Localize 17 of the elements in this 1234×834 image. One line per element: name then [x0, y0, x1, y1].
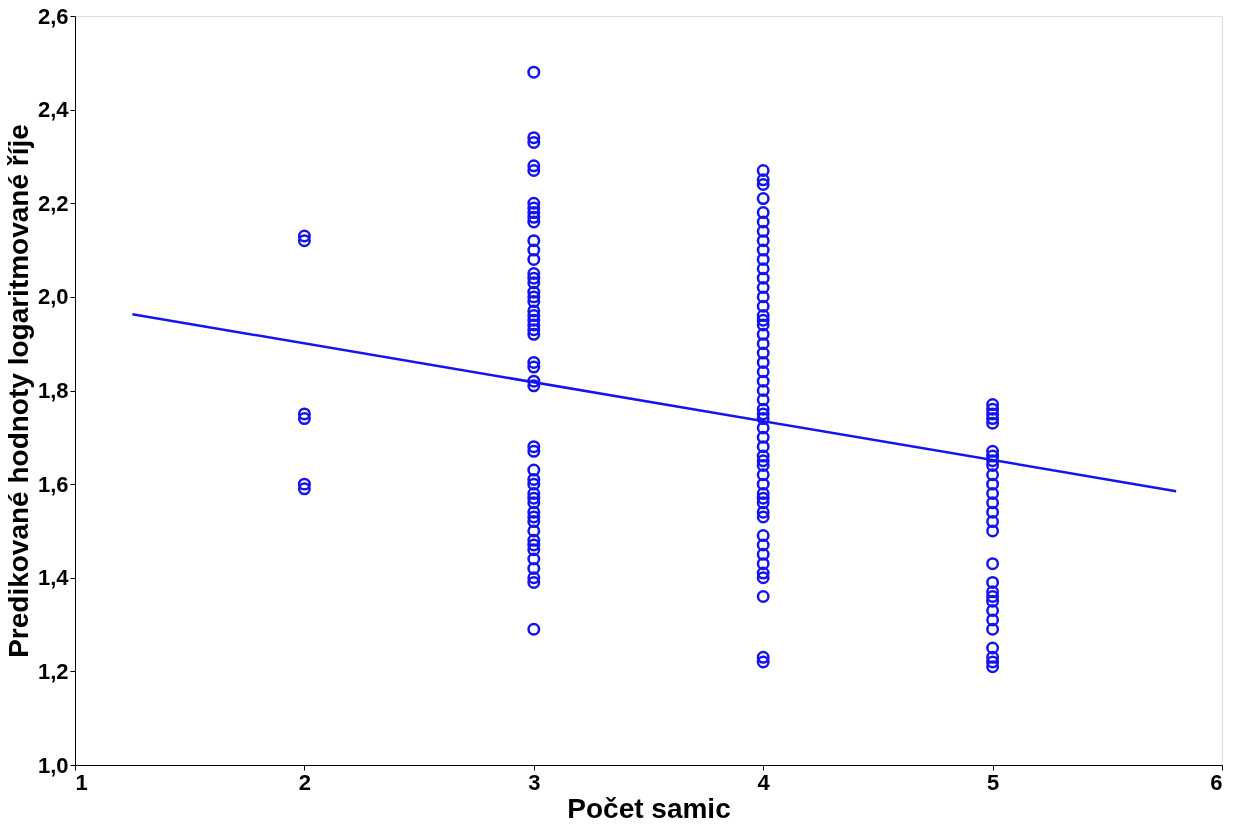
- y-tick-label: 2,0: [37, 284, 69, 310]
- y-tick-label: 1,4: [37, 565, 70, 591]
- x-tick-label: 1: [75, 769, 88, 795]
- y-tick-label: 1,2: [37, 658, 69, 684]
- y-tick-label: 1,0: [37, 752, 69, 778]
- x-tick-label: 3: [528, 769, 541, 795]
- x-axis-title: Počet samic: [567, 792, 731, 824]
- x-tick-label: 6: [1210, 769, 1223, 795]
- y-axis-title: Predikované hodnoty logaritmované říje: [2, 124, 34, 658]
- x-tick-label: 5: [986, 769, 1000, 795]
- y-tick-label: 1,6: [37, 471, 69, 497]
- y-tick-label: 2,4: [37, 97, 70, 123]
- y-tick-label: 2,2: [37, 190, 69, 216]
- y-tick-label: 1,8: [37, 378, 69, 403]
- x-tick-label: 2: [298, 769, 312, 795]
- y-tick-label: 2,6: [37, 3, 69, 29]
- x-tick-label: 4: [757, 769, 771, 795]
